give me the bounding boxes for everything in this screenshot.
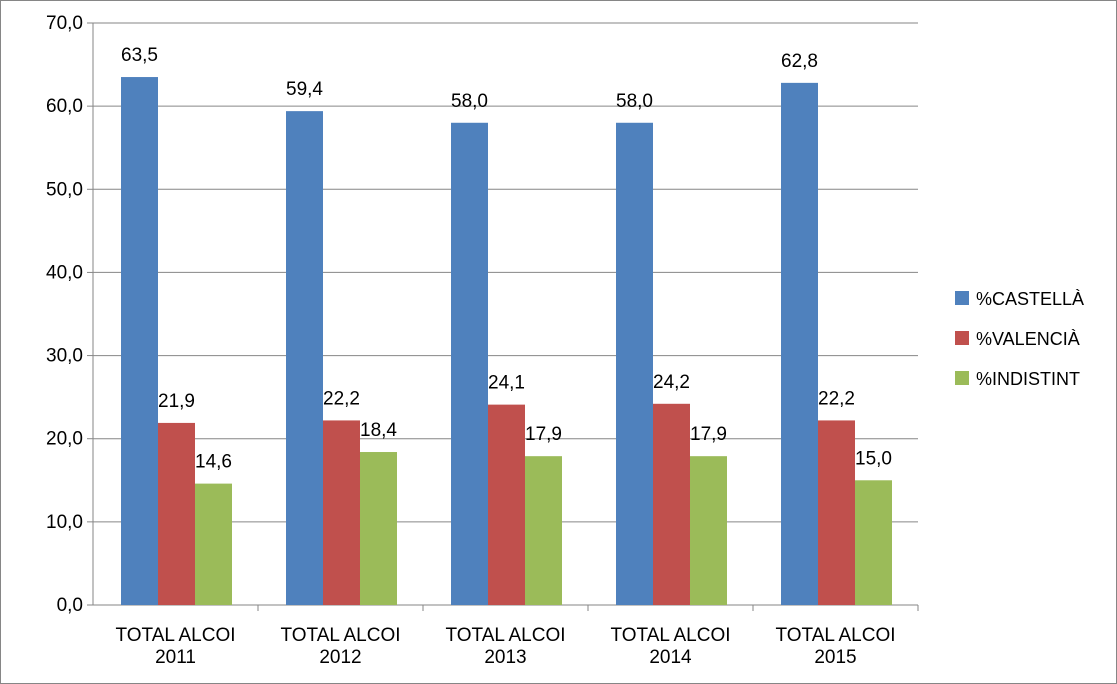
x-tick-label: TOTAL ALCOI (610, 625, 730, 646)
data-label: 58,0 (616, 91, 653, 112)
bar (855, 480, 892, 605)
data-label: 18,4 (360, 420, 397, 441)
legend-label: %INDISTINT (976, 369, 1080, 389)
bar (488, 404, 525, 605)
legend-label: %VALENCIÀ (976, 329, 1080, 349)
y-tick-label: 60,0 (46, 96, 83, 117)
bar (690, 456, 727, 605)
data-label: 14,6 (195, 452, 232, 473)
data-label: 22,2 (323, 388, 360, 409)
y-tick-label: 20,0 (46, 429, 83, 450)
bar (653, 403, 690, 605)
y-tick-label: 40,0 (46, 262, 83, 283)
bar (195, 483, 232, 605)
data-label: 22,2 (818, 388, 855, 409)
bar (158, 422, 195, 605)
legend-swatch (955, 371, 969, 385)
data-label: 21,9 (158, 391, 195, 412)
data-label: 17,9 (690, 424, 727, 445)
bar (818, 420, 855, 605)
y-tick-label: 70,0 (46, 13, 83, 34)
data-label: 24,1 (488, 373, 525, 394)
bar (121, 77, 158, 606)
x-tick-label: 2011 (155, 647, 196, 668)
x-tick-label: 2014 (649, 647, 692, 668)
data-label: 63,5 (121, 45, 158, 66)
x-tick-label: 2015 (814, 647, 856, 668)
data-label: 62,8 (781, 51, 818, 72)
x-tick-label: TOTAL ALCOI (280, 625, 400, 646)
bar (286, 111, 323, 605)
data-label: 24,2 (653, 372, 690, 393)
y-tick-label: 50,0 (46, 179, 83, 200)
x-tick-label: 2012 (319, 647, 361, 668)
y-tick-label: 30,0 (46, 346, 83, 367)
bar (451, 122, 488, 606)
y-tick-label: 0,0 (57, 595, 83, 616)
bar (360, 452, 397, 605)
legend-label: %CASTELLÀ (976, 289, 1084, 309)
data-label: 17,9 (525, 424, 562, 445)
bar (525, 456, 562, 605)
x-tick-label: 2013 (484, 647, 526, 668)
data-label: 58,0 (451, 91, 488, 112)
bar (616, 122, 653, 606)
x-tick-label: TOTAL ALCOI (115, 625, 235, 646)
legend-swatch (955, 331, 969, 345)
legend-swatch (955, 291, 969, 305)
data-label: 59,4 (286, 79, 323, 100)
bar (323, 420, 360, 605)
bar (781, 82, 818, 605)
data-label: 15,0 (855, 448, 892, 469)
x-tick-label: TOTAL ALCOI (445, 625, 565, 646)
x-tick-label: TOTAL ALCOI (775, 625, 895, 646)
y-tick-label: 10,0 (46, 512, 83, 533)
